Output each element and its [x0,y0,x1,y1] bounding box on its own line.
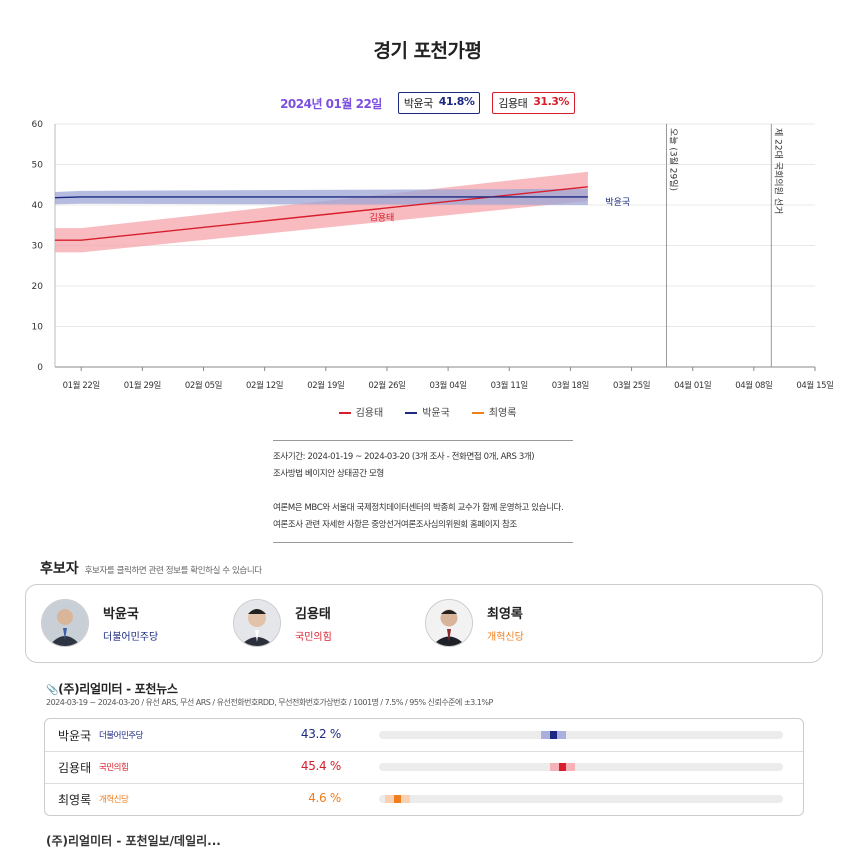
x-tick-label: 03월 18일 [552,380,589,391]
poll-bar-track [379,763,783,771]
badge-park-name: 박윤국 [403,97,433,110]
poll-candidate-name: 김용태 [58,761,92,775]
survey-method: 조사방법 베이지안 상태공간 모형 [273,469,384,479]
trend-chart[interactable]: 0 10 20 30 40 50 60 01월 22일 01월 29일 02월 05일 02월 12… [0,110,855,400]
candidates-header: 후보자 후보자를 클릭하면 관련 정보를 확인하실 수 있습니다 [40,558,262,578]
candidate-party: 더불어민주당 [103,632,159,643]
series-label: 김용태 [369,211,394,223]
y-tick-label: 50 [32,161,44,171]
badge-kim-value: 31.3% [533,95,569,108]
candidate-party: 국민의힘 [295,632,332,643]
x-tick-label: 04월 01일 [674,380,711,391]
page-title: 경기 포천가평 [373,40,483,62]
vline-label: 오늘 (3월 29일) [667,128,679,191]
poll-percent: 43.2 % [300,727,341,741]
poll-row: 김용태 국민의힘 45.4 % [45,751,803,784]
poll-candidate-name: 박윤국 [58,729,92,743]
poll-candidate-party: 더불어민주당 [99,731,143,741]
y-tick-label: 20 [32,282,44,292]
y-tick-label: 0 [37,363,43,373]
x-tick-label: 04월 08일 [735,380,772,391]
poll-title[interactable]: 📎(주)리얼미터 - 포천뉴스 [46,682,178,696]
y-tick-label: 40 [32,201,44,211]
x-tick-label: 02월 05일 [185,380,222,391]
line-박윤국 [54,196,588,199]
y-tick-label: 10 [32,323,44,333]
x-tick-label: 03월 11일 [491,380,528,391]
survey-note: 여론조사 관련 자세한 사항은 중앙선거여론조사심의위원회 홈페이지 참조 [273,520,517,530]
candidate-card-kim[interactable]: 김용태 국민의힘 [233,599,332,647]
poll-value-mark [558,763,566,771]
candidate-card-park[interactable]: 박윤국 더불어민주당 [41,599,158,647]
series-label: 박윤국 [605,197,630,208]
date-summary: 2024년 01월 22일 박윤국 41.8% 김용태 31.3% [0,92,855,114]
poll-value-mark [550,731,558,739]
avatar [425,599,473,647]
poll-value-mark [394,795,402,803]
poll-bar-track [379,795,783,803]
badge-kim: 김용태 31.3% [492,92,575,114]
legend-item-choi[interactable]: 최영록 [471,404,516,419]
y-tick-label: 30 [32,242,44,252]
candidates-panel: 박윤국 더불어민주당 김용태 국민의힘 최영록 개혁신당 [25,584,823,663]
badge-park-value: 41.8% [438,95,475,108]
chart-date: 2024년 01월 22일 [280,96,382,111]
band-김용태 [55,171,588,253]
badge-kim-name: 김용태 [498,97,528,110]
line-김용태 [55,186,588,241]
survey-period: 조사기간: 2024-01-19 ~ 2024-03-20 (3개 조사 - 전… [273,452,535,462]
candidate-card-choi[interactable]: 최영록 개혁신당 [425,599,524,647]
candidates-title: 후보자 [40,561,79,577]
poll-candidate-party: 국민의힘 [99,763,129,773]
x-tick-label: 02월 26일 [368,380,405,391]
poll-bar-track [379,731,783,739]
x-tick-label: 02월 19일 [307,380,344,391]
chart-legend: 김용태 박윤국 최영록 [0,404,855,419]
poll-subtitle: 2024-03-19 ~ 2024-03-20 / 유선 ARS, 무선 ARS… [46,698,493,707]
poll-row: 박윤국 더불어민주당 43.2 % [45,719,803,752]
candidate-name: 김용태 [295,607,331,622]
candidate-name: 박윤국 [103,607,139,622]
badge-park: 박윤국 41.8% [397,92,481,114]
candidate-party: 개혁신당 [487,632,524,643]
next-poll-title[interactable]: (주)리얼미터 - 포천일보/데일리... [46,834,221,848]
x-tick-label: 04월 15일 [796,380,833,391]
poll-candidate-party: 개혁신당 [99,795,129,805]
avatar [233,599,281,647]
vline-label: 제 22대 국회의원 선거 [772,128,783,214]
x-tick-label: 01월 22일 [63,380,100,391]
legend-item-kim[interactable]: 김용태 [338,404,383,419]
candidate-name: 최영록 [487,607,523,622]
poll-percent: 45.4 % [300,759,341,773]
poll-row: 최영록 개혁신당 4.6 % [45,783,803,815]
paperclip-icon: 📎 [46,685,59,696]
x-tick-label: 01월 29일 [124,380,161,391]
y-tick-label: 60 [32,120,44,130]
avatar [41,599,89,647]
x-tick-label: 02월 12일 [246,380,283,391]
poll-candidate-name: 최영록 [58,793,92,807]
survey-note: 여론M은 MBC와 서울대 국제정치데이터센터의 박종희 교수가 함께 운영하고… [273,503,564,513]
poll-percent: 4.6 % [308,791,341,805]
x-tick-label: 03월 04일 [430,380,467,391]
survey-info: 조사기간: 2024-01-19 ~ 2024-03-20 (3개 조사 - 전… [273,440,573,543]
poll-results: 박윤국 더불어민주당 43.2 % 김용태 국민의힘 45.4 % 최영록 개혁… [44,718,804,816]
legend-item-park[interactable]: 박윤국 [405,404,450,419]
x-tick-label: 03월 25일 [613,380,650,391]
candidates-subtitle: 후보자를 클릭하면 관련 정보를 확인하실 수 있습니다 [84,566,262,576]
